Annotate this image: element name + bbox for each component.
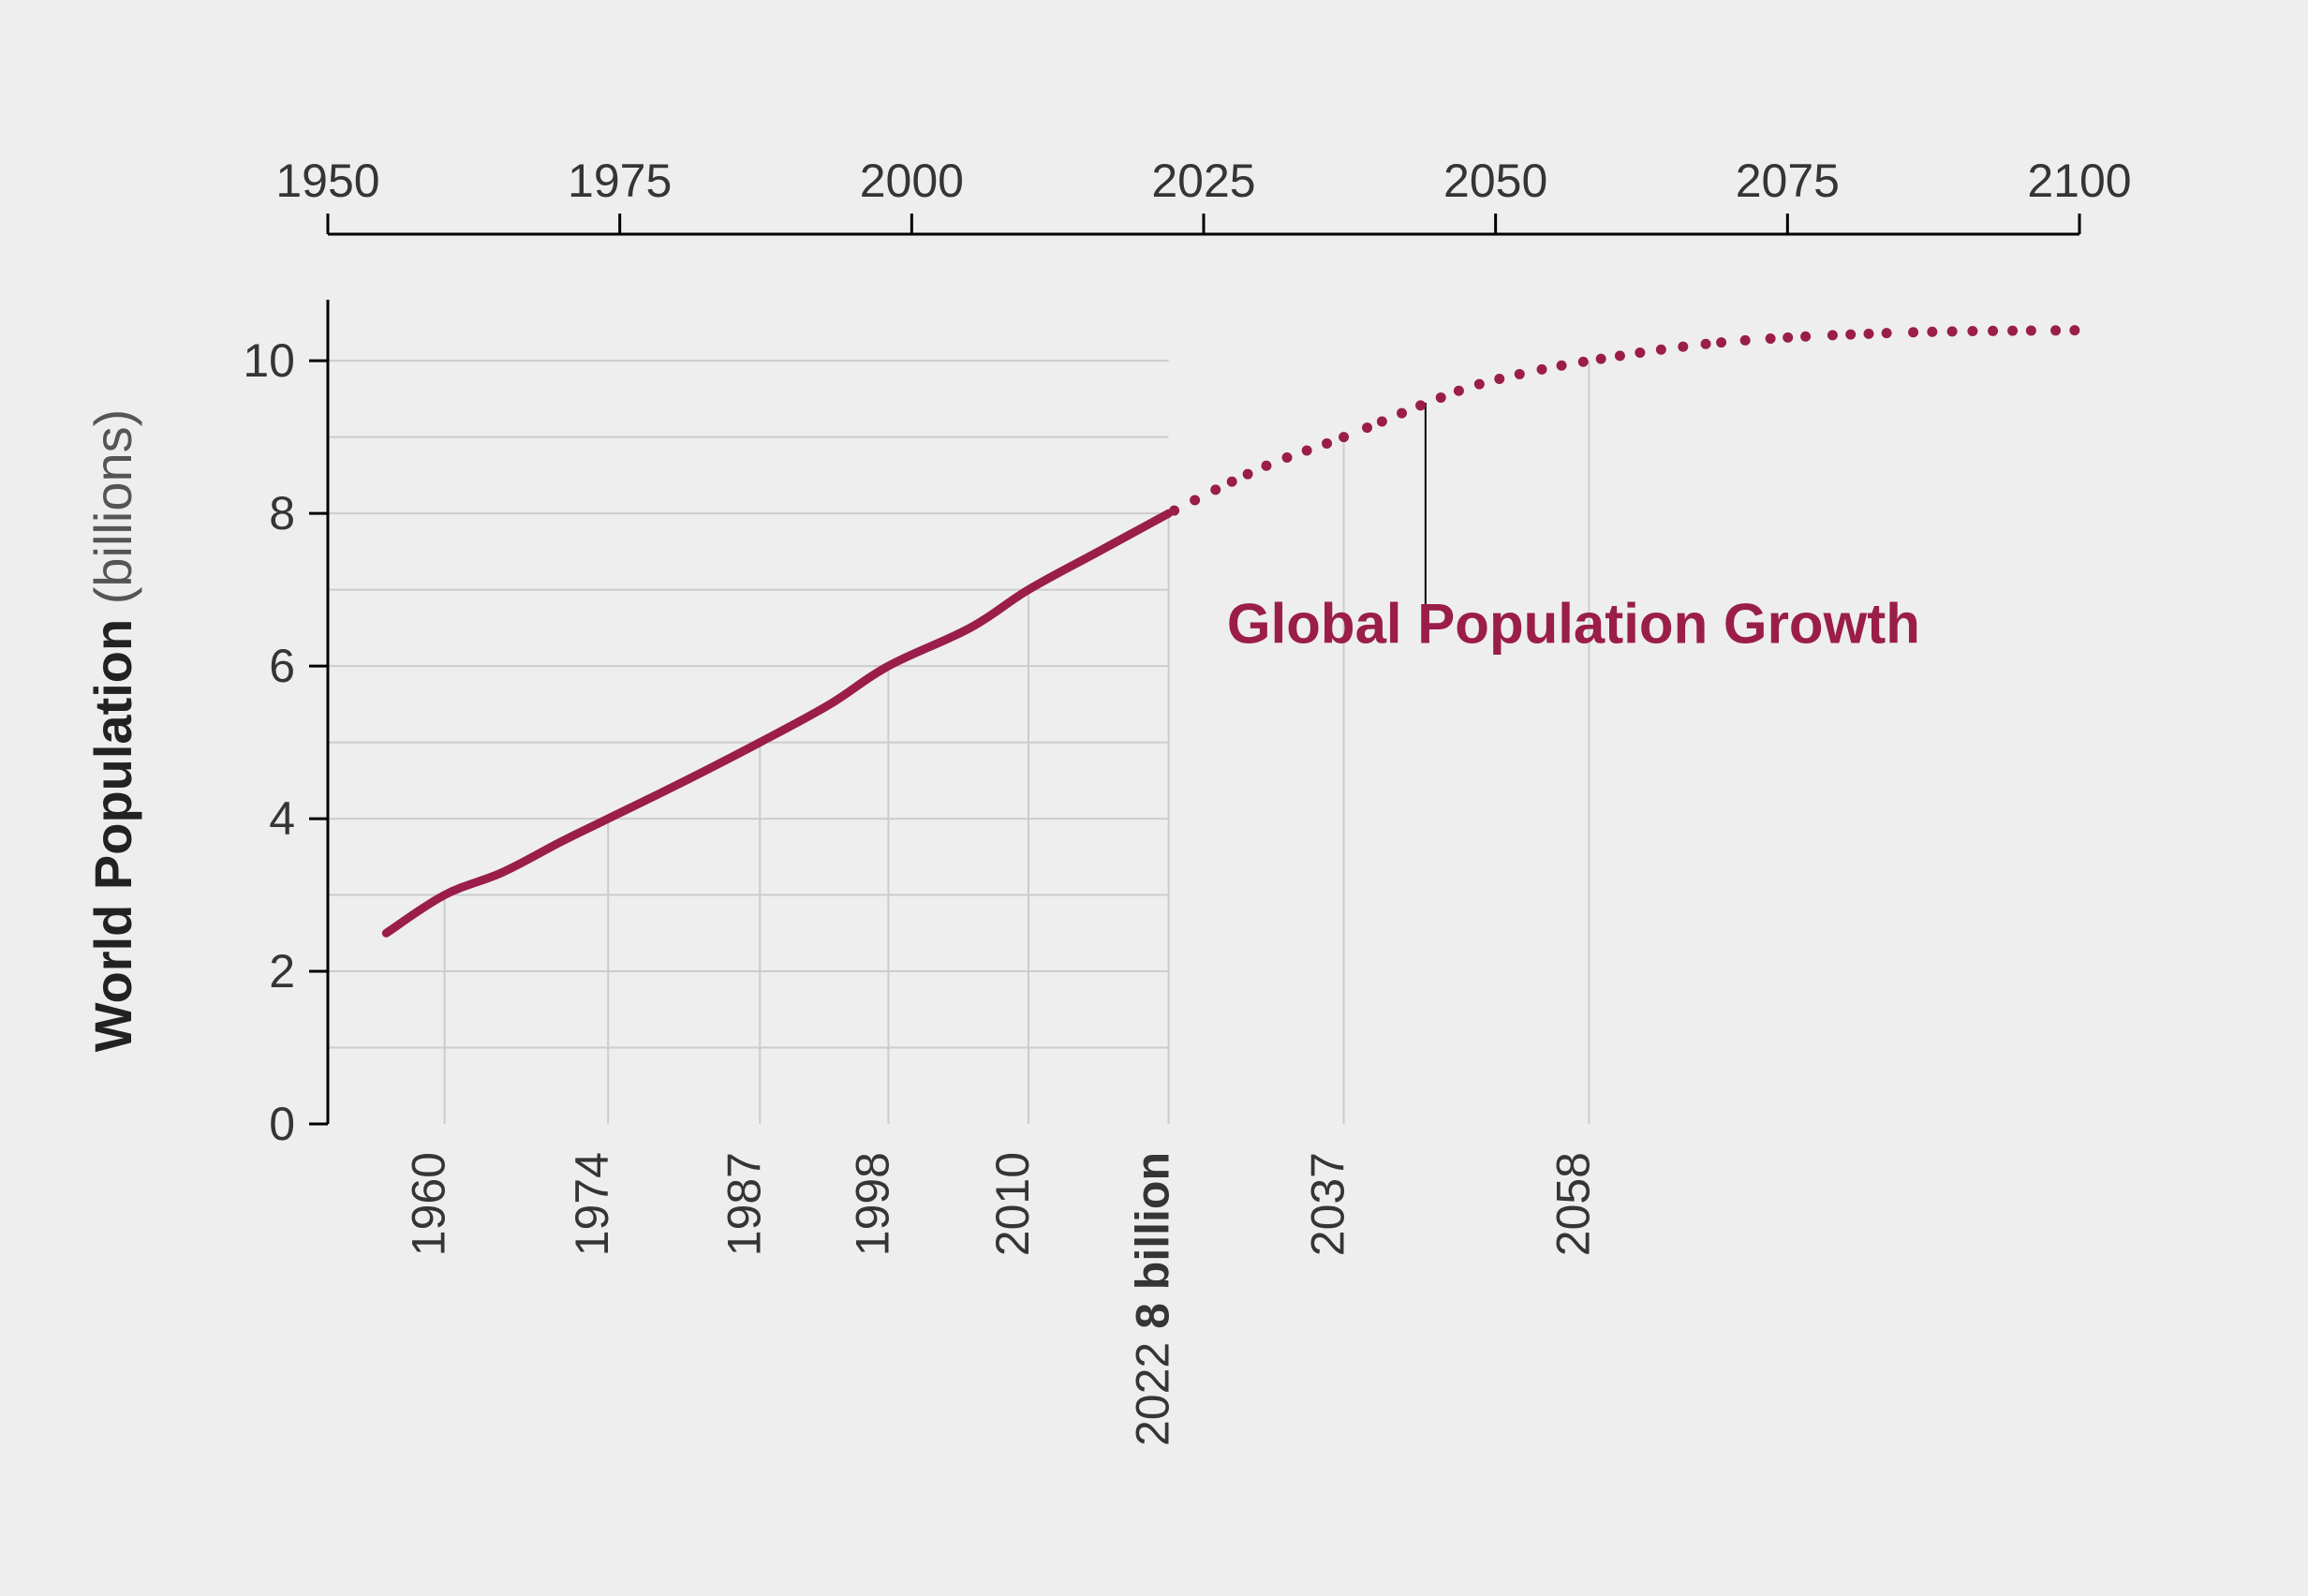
projection-dot	[1716, 337, 1726, 347]
projection-dot	[1845, 330, 1856, 340]
x-top-tick-label: 2075	[1736, 155, 1840, 207]
projection-dot	[1210, 484, 1221, 495]
projection-dot	[1783, 332, 1793, 343]
projection-dot	[1362, 422, 1372, 433]
projection-dot	[1988, 326, 1998, 336]
milestone-label: 2022 8 billion	[1127, 1152, 1179, 1446]
population-chart: 0 2 4 6 8 10 World Population (billions) 1950 19…	[0, 0, 2308, 1596]
projection-dot	[1615, 350, 1625, 361]
milestone-label: 1960	[403, 1152, 455, 1256]
projection-dot	[1557, 361, 1567, 371]
projection-dot	[1800, 332, 1811, 342]
projection-dot	[1454, 386, 1464, 396]
y-tick-label: 8	[269, 487, 295, 539]
projection-dot	[1302, 445, 1312, 455]
projection-dot	[1377, 416, 1387, 426]
y-axis-title: World Population (billions)	[83, 409, 142, 1053]
projection-dot	[1967, 326, 1977, 336]
y-tick-label: 0	[269, 1098, 295, 1150]
projection-dot	[1436, 392, 1446, 403]
projection-dot	[1243, 469, 1253, 480]
projection-dot	[1494, 374, 1504, 384]
projection-dot	[1397, 408, 1407, 419]
projection-dot	[1908, 327, 1918, 337]
projection-dot	[1322, 438, 1332, 449]
projection-dot	[1864, 329, 1874, 339]
projection-dot	[1635, 347, 1645, 358]
x-top-tick-label: 2000	[860, 155, 964, 207]
projection-dot	[1766, 333, 1776, 344]
projection-dot	[1190, 495, 1200, 506]
milestone-label: 2037	[1302, 1152, 1354, 1256]
projection-dot	[1656, 345, 1666, 355]
milestone-label: 2058	[1546, 1152, 1599, 1256]
projection-dot	[1339, 432, 1349, 442]
projection-dot	[1827, 330, 1838, 340]
projection-dot	[1678, 342, 1688, 352]
projection-dot	[1537, 364, 1547, 375]
projection-dot	[1415, 400, 1426, 410]
milestone-label: 2010	[986, 1152, 1039, 1256]
x-top-tick-label: 2025	[1151, 155, 1255, 207]
projection-dot	[1227, 477, 1237, 487]
x-top-tick-label: 2100	[2027, 155, 2131, 207]
projection-dot	[1261, 461, 1271, 471]
projection-dot	[2050, 325, 2061, 335]
x-top-tick-label: 2050	[1443, 155, 1547, 207]
projection-dot	[1515, 369, 1525, 379]
y-tick-label: 10	[243, 334, 295, 387]
milestone-label: 1987	[718, 1152, 770, 1256]
y-tick-label: 6	[269, 640, 295, 692]
projection-dot	[1282, 452, 1293, 463]
projection-dot	[1947, 326, 1958, 336]
projection-dot	[2007, 326, 2018, 336]
projection-dot	[1882, 328, 1892, 338]
projection-dot	[1740, 335, 1751, 346]
projection-dot	[1578, 357, 1589, 367]
x-top-tick-label: 1950	[275, 155, 379, 207]
y-tick-label: 4	[269, 792, 295, 845]
projection-dot	[2026, 325, 2036, 335]
y-tick-label: 2	[269, 945, 295, 998]
projection-dot	[1927, 327, 1937, 337]
x-top-tick-label: 1975	[568, 155, 672, 207]
milestone-label: 1974	[566, 1152, 618, 1256]
projection-dot	[1474, 379, 1485, 390]
projection-dot	[1701, 339, 1711, 349]
milestone-label: 1998	[846, 1152, 898, 1256]
projection-dot	[1169, 506, 1179, 516]
projection-dot	[2069, 325, 2079, 335]
projection-dot	[1596, 354, 1606, 364]
chart-title-annotation: Global Population Growth	[1227, 593, 1920, 656]
